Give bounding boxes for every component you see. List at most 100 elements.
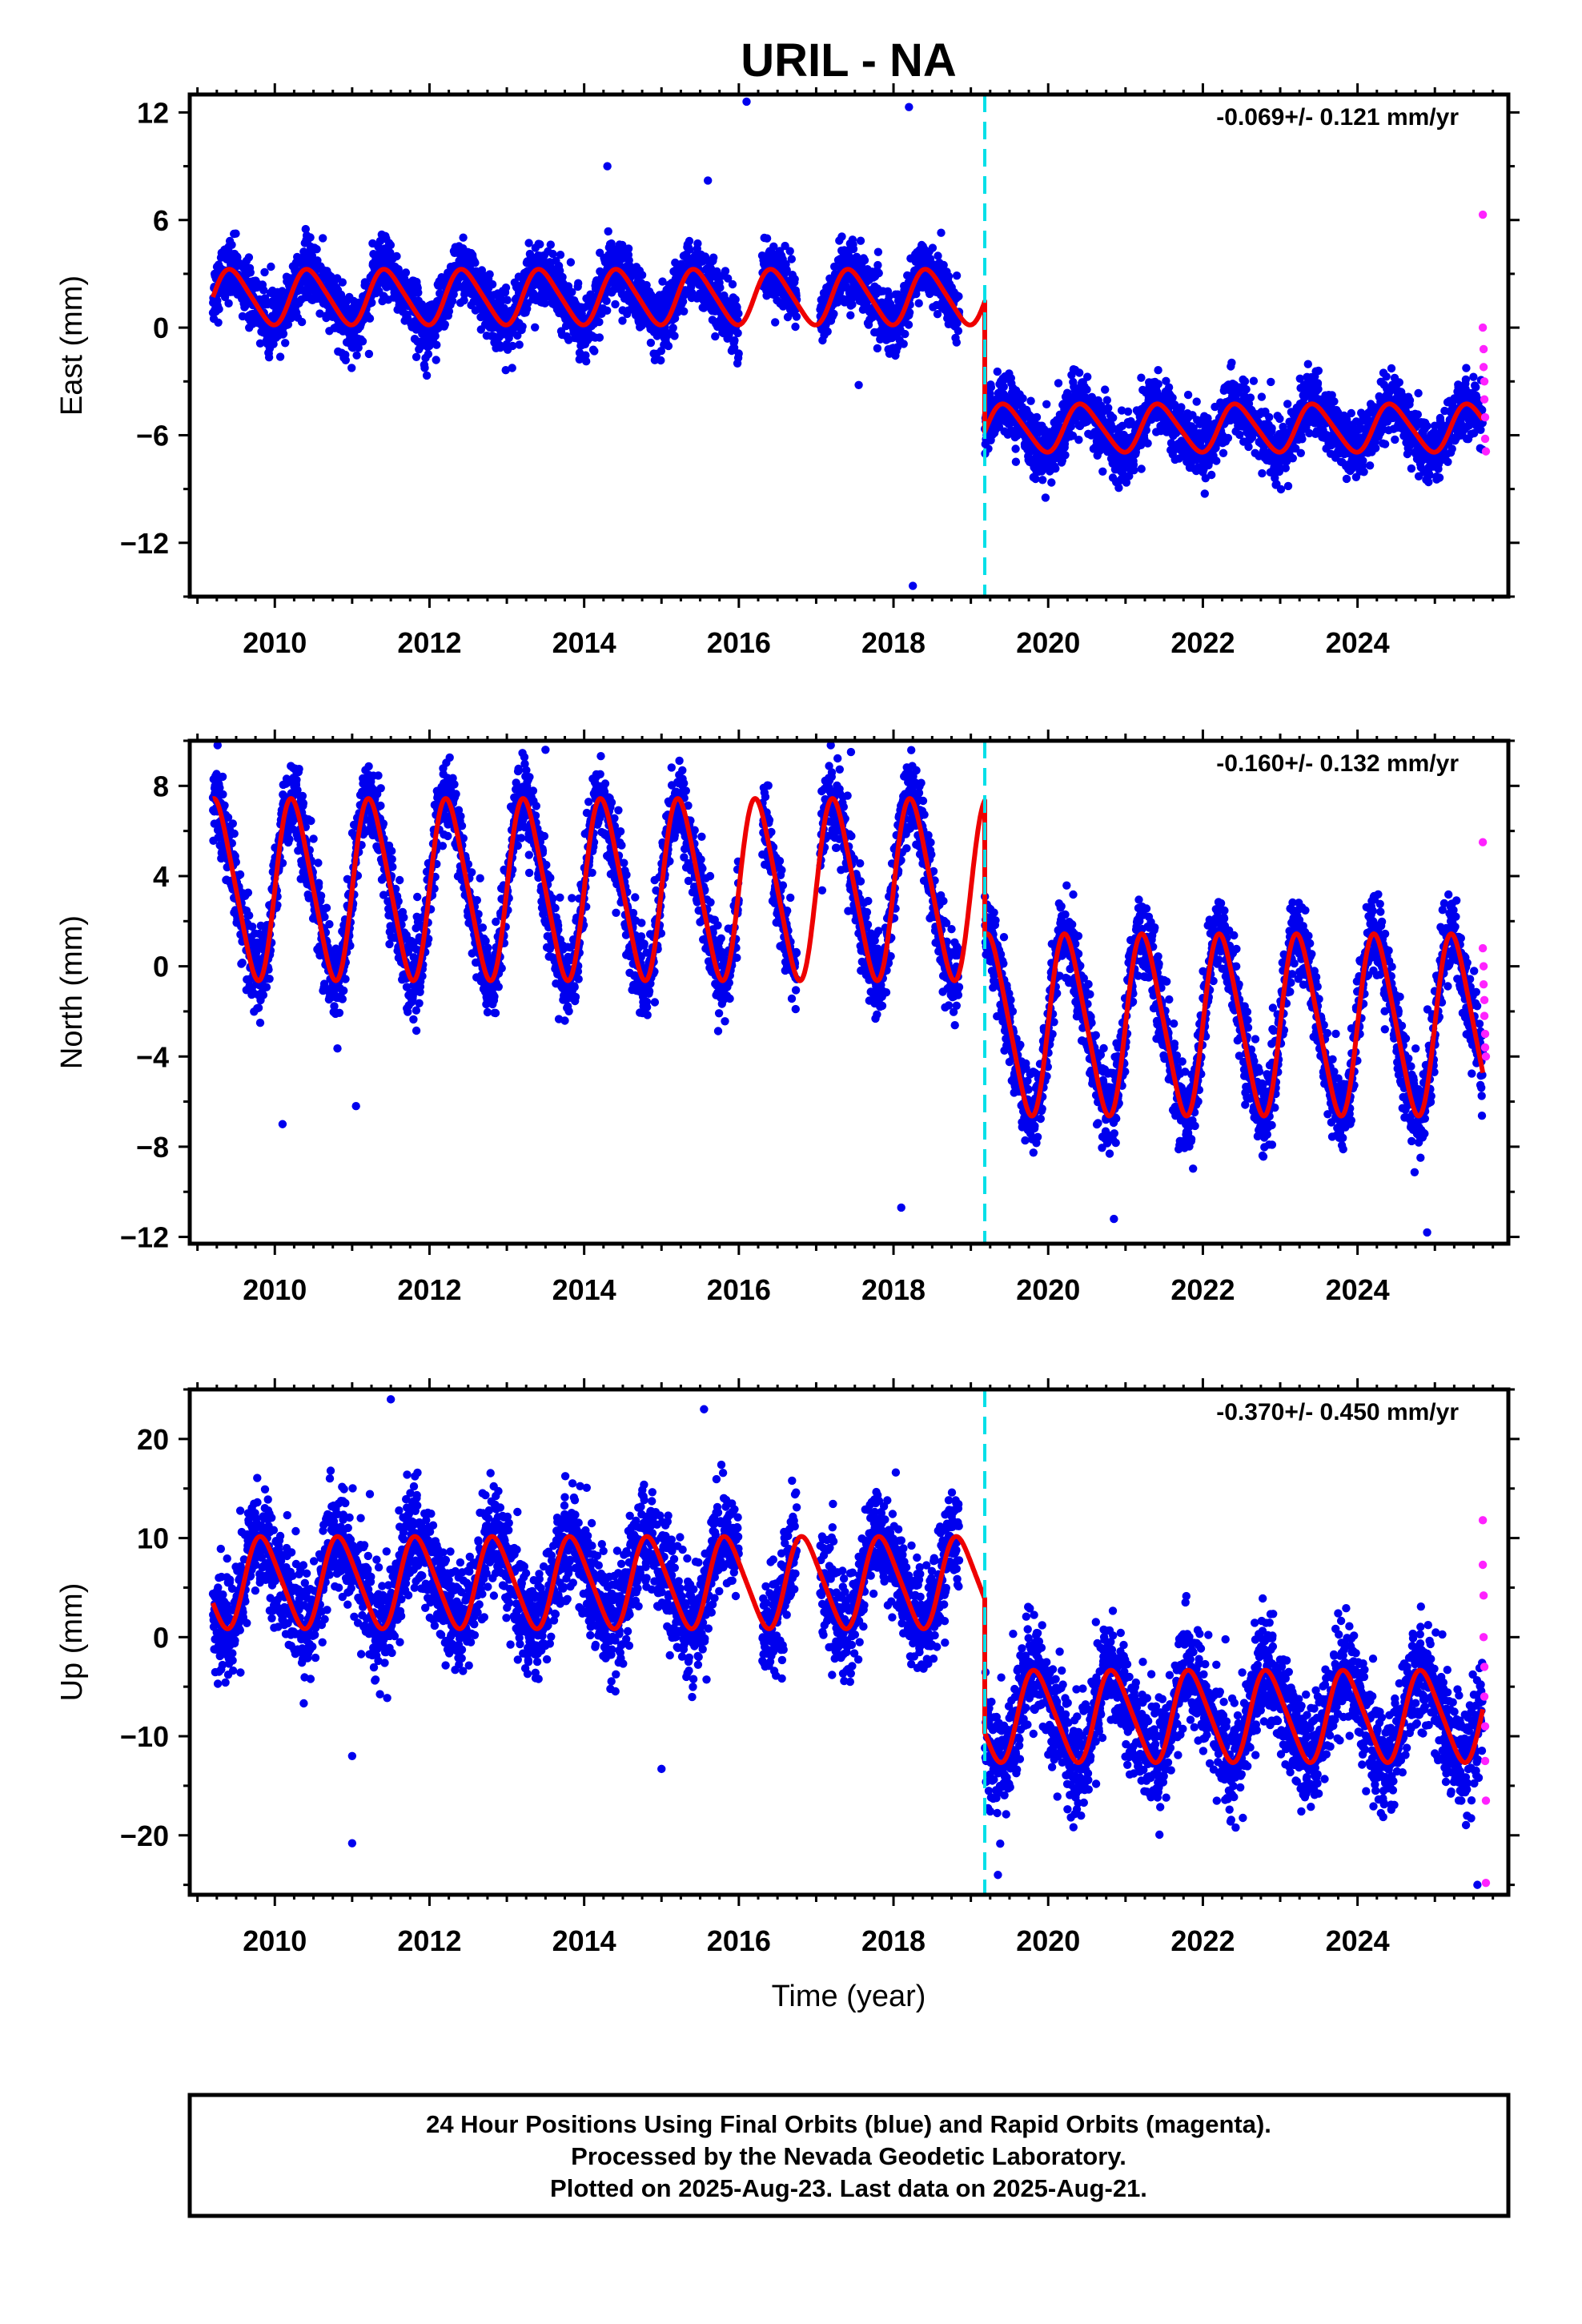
final-orbit-point	[269, 340, 278, 348]
final-orbit-point	[367, 298, 376, 308]
final-orbit-point	[937, 228, 946, 237]
final-orbit-point	[556, 266, 564, 275]
final-orbit-point	[611, 300, 620, 309]
final-orbit-point	[837, 232, 846, 241]
final-orbit-point	[471, 259, 480, 267]
final-orbit-point	[730, 336, 739, 345]
final-orbit-point	[574, 279, 583, 287]
east-panel: 2010 2012 2014 2016 2018 2020 2022 2024 1260−6−…	[55, 83, 1520, 659]
final-orbit-point	[1249, 376, 1259, 385]
final-orbit-point	[1413, 410, 1423, 419]
final-orbit-point	[231, 229, 240, 238]
final-orbit-point	[771, 318, 780, 327]
final-orbit-point	[1075, 368, 1084, 377]
final-orbit-point	[422, 371, 432, 380]
final-orbit-point	[281, 339, 290, 348]
final-orbit-point	[279, 329, 288, 338]
final-orbit-point	[899, 340, 908, 348]
final-orbit-point	[518, 322, 527, 331]
final-orbit-point	[267, 262, 275, 271]
final-orbit-point	[873, 260, 882, 270]
final-orbit-point	[508, 341, 517, 351]
final-orbit-point	[607, 239, 616, 248]
final-orbit-point	[1130, 466, 1138, 475]
final-orbit-point	[1154, 380, 1163, 388]
final-orbit-point	[729, 344, 739, 352]
final-orbit-point	[1038, 476, 1047, 485]
final-orbit-point	[259, 286, 268, 295]
final-orbit-point	[993, 367, 1002, 376]
final-orbit-point	[914, 299, 923, 308]
final-orbit-point	[1104, 404, 1113, 412]
final-orbit-point	[1109, 413, 1118, 422]
final-orbit-point	[354, 344, 363, 352]
final-orbit-point	[1011, 457, 1021, 466]
final-orbit-point	[1276, 485, 1286, 494]
final-orbit-point	[721, 267, 730, 275]
final-orbit-point	[1227, 358, 1236, 368]
final-orbit-point	[670, 332, 679, 340]
final-orbit-point	[787, 255, 796, 263]
final-orbit-point	[568, 287, 576, 296]
final-orbit-point	[999, 382, 1009, 392]
final-orbit-point	[214, 318, 223, 327]
final-orbit-point	[716, 283, 725, 292]
final-orbit-point	[829, 309, 838, 319]
final-orbit-point	[791, 322, 800, 332]
final-orbit-point	[1011, 444, 1020, 453]
final-orbit-point	[1207, 470, 1216, 480]
final-orbit-point	[604, 227, 612, 236]
final-orbit-point	[500, 304, 508, 312]
final-orbit-point	[1303, 360, 1313, 368]
final-orbit-point	[524, 239, 533, 247]
final-orbit-point	[448, 296, 457, 306]
final-orbit-point	[618, 316, 627, 325]
final-orbit-point	[656, 356, 665, 365]
final-orbit-point	[1342, 474, 1351, 484]
final-orbit-point	[1242, 385, 1251, 394]
final-orbit-point	[595, 333, 604, 342]
final-orbit-point	[1382, 372, 1391, 381]
final-orbit-point	[424, 350, 433, 359]
final-orbit-point	[1183, 390, 1193, 400]
final-orbit-point	[762, 234, 772, 243]
final-orbit-point	[264, 353, 274, 362]
final-orbit-point	[1296, 448, 1306, 457]
final-orbit-point	[1061, 451, 1070, 460]
final-orbit-point	[1405, 396, 1415, 405]
final-orbit-point	[358, 337, 367, 346]
final-orbit-point	[728, 279, 737, 289]
final-orbit-point	[986, 383, 996, 392]
final-orbit-point	[582, 357, 591, 366]
final-orbit-point	[1395, 378, 1404, 387]
final-orbit-point	[1435, 473, 1444, 482]
final-orbit-point	[873, 247, 883, 256]
final-orbit-point	[501, 283, 511, 292]
final-orbit-point	[319, 234, 327, 243]
final-orbit-point	[1177, 403, 1186, 412]
final-orbit-point	[275, 352, 285, 361]
final-orbit-point	[431, 332, 440, 340]
final-orbit-point	[1257, 392, 1267, 401]
final-orbit-point	[432, 340, 441, 349]
final-orbit-point	[540, 299, 549, 308]
final-orbit-point	[860, 255, 869, 265]
final-orbit-point	[283, 320, 293, 329]
final-orbit-point	[278, 287, 287, 296]
final-orbit-point	[1047, 478, 1056, 487]
final-orbit-point	[1042, 400, 1051, 408]
final-orbit-point	[1123, 407, 1133, 416]
final-orbit-point	[1391, 435, 1399, 444]
final-orbit-point	[575, 355, 584, 364]
final-orbit-point	[548, 249, 557, 259]
final-orbit-point	[685, 245, 694, 254]
final-orbit-point	[669, 324, 677, 332]
final-orbit-point	[312, 245, 321, 254]
chart-title: URIL - NA	[741, 34, 957, 86]
final-orbit-point	[658, 277, 667, 286]
final-orbit-point	[785, 247, 794, 255]
final-orbit-point	[338, 278, 347, 287]
final-orbit-point	[711, 332, 720, 341]
final-orbit-point	[939, 260, 948, 270]
final-orbit-point	[255, 339, 265, 348]
